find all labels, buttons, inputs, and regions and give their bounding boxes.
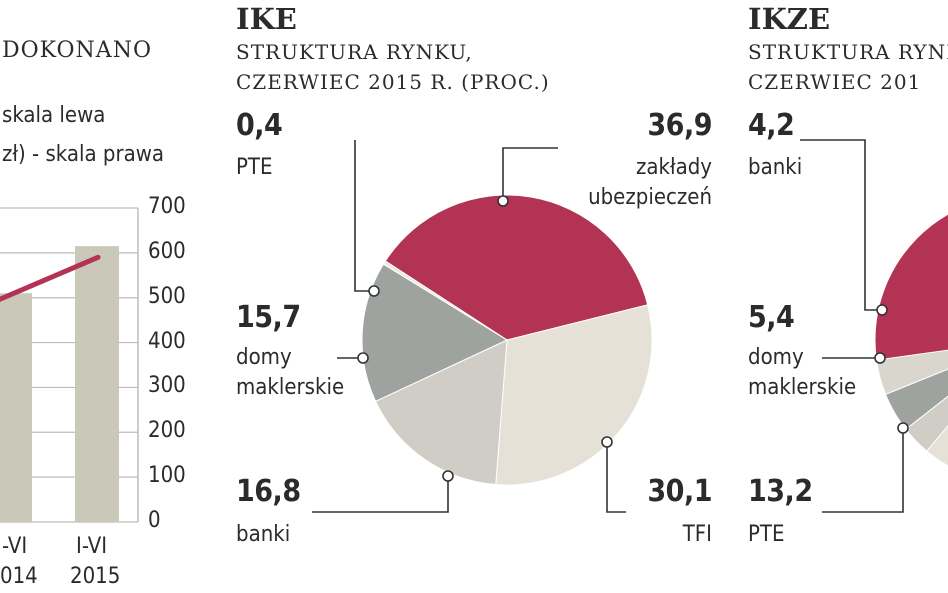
axis-tick-label: 300	[148, 373, 186, 399]
x-label-2014-top: -VI	[2, 534, 28, 559]
leader-dot	[874, 352, 886, 364]
bar-line-chart	[0, 207, 139, 523]
leader-insurance	[502, 147, 558, 201]
ike-banki-label: banki	[236, 522, 291, 547]
ike-banki-value: 16,8	[236, 474, 301, 509]
leader-dot	[442, 470, 454, 482]
pie-slice	[874, 213, 948, 391]
axis-tick-label: 400	[148, 328, 186, 354]
ikze-banki-label: banki	[748, 155, 803, 180]
pie-slice	[926, 425, 948, 467]
leader-dot	[357, 352, 369, 364]
ike-insurance-label-2: ubezpieczeń	[588, 185, 712, 210]
leader-banki	[312, 476, 449, 513]
axis-tick-label: 700	[148, 194, 186, 219]
leader-ikze-pte	[822, 428, 904, 513]
ike-subtitle-2: CZERWIEC 2015 R. (PROC.)	[236, 70, 550, 94]
x-label-2014-bottom: 014	[0, 564, 38, 589]
ike-tfi-label: TFI	[682, 522, 712, 547]
ike-tfi-value: 30,1	[647, 474, 712, 509]
ikze-pte-label: PTE	[748, 522, 785, 547]
ikze-subtitle-2: CZERWIEC 201	[748, 70, 922, 94]
leader-dot	[876, 304, 888, 316]
ike-pte-label: PTE	[236, 155, 273, 180]
axis-tick-label: 200	[148, 418, 186, 444]
leader-pte	[354, 140, 374, 292]
bar	[0, 293, 32, 522]
leader-tfi	[606, 442, 626, 513]
ike-dm-label-2: maklerskie	[236, 375, 345, 400]
ike-title: IKE	[236, 2, 297, 36]
pie-slice	[495, 304, 653, 486]
leader-lines	[312, 139, 909, 513]
ikze-banki-value: 4,2	[748, 108, 795, 143]
x-label-2015-bottom: 2015	[70, 564, 121, 589]
ikze-pte-value: 13,2	[748, 474, 813, 509]
ike-insurance-value: 36,9	[647, 108, 712, 143]
ikze-dm-value: 5,4	[748, 300, 795, 335]
axis-tick-label: 100	[148, 463, 186, 489]
legend-left-scale: skala lewa	[2, 103, 106, 128]
pie-slice	[384, 194, 649, 341]
leader-dot	[497, 195, 509, 207]
ike-subtitle-1: STRUKTURA RYNKU,	[236, 40, 473, 64]
ikze-title: IKZE	[748, 2, 831, 36]
axis-tick-label: 500	[148, 283, 186, 309]
leader-ikze-banki	[800, 139, 882, 311]
ike-dm-label-1: domy	[236, 345, 292, 370]
series-line	[0, 254, 101, 302]
bar	[75, 246, 119, 522]
ikze-subtitle-1: STRUKTURA RYNKU,	[748, 40, 948, 64]
pie-slice	[382, 260, 508, 341]
left-panel-title: DOKONANO	[2, 38, 152, 63]
ike-dm-value: 15,7	[236, 300, 301, 335]
ikze-pie-chart	[874, 213, 948, 467]
pie-slice	[374, 339, 508, 486]
ike-pte-value: 0,4	[236, 108, 283, 143]
ike-pie-chart	[361, 194, 653, 486]
axis-tick-label: 600	[148, 238, 186, 264]
pie-slice	[361, 263, 509, 402]
x-label-2015-top: I-VI	[76, 534, 108, 559]
ikze-dm-label-2: maklerskie	[748, 375, 857, 400]
leader-dot	[601, 436, 613, 448]
ike-insurance-label-1: zakłady	[635, 155, 712, 180]
ikze-dm-label-1: domy	[748, 345, 804, 370]
leader-dot	[368, 285, 380, 297]
leader-dot	[897, 422, 909, 434]
axis-tick-label: 0	[148, 508, 161, 533]
legend-right-scale: zł) - skala prawa	[2, 142, 165, 167]
